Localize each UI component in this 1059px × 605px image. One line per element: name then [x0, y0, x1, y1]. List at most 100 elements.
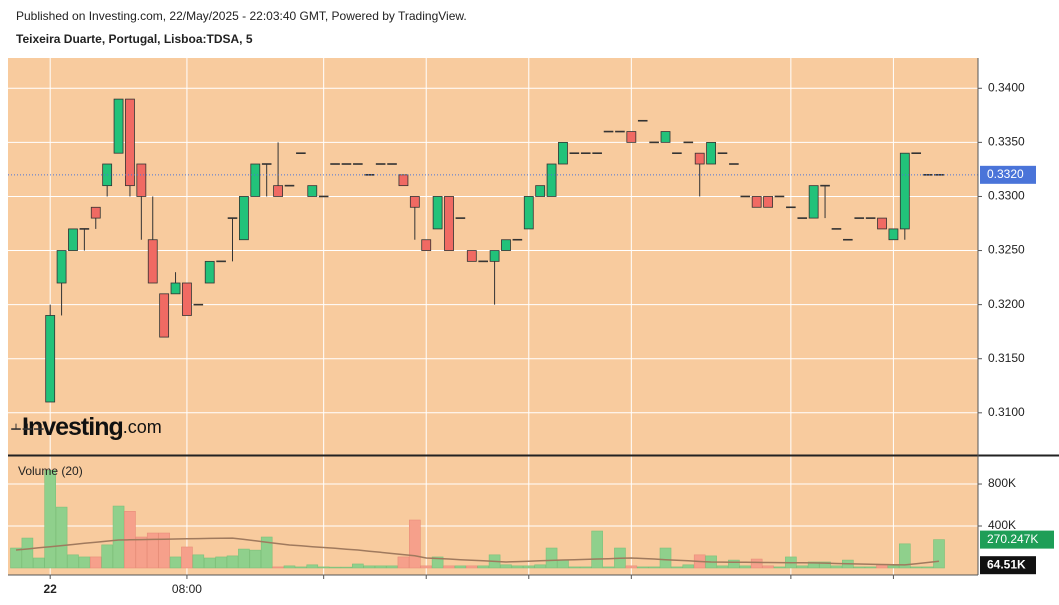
y-tick-label: 0.3300 [988, 189, 1025, 203]
volume-bar [602, 566, 615, 569]
volume-bar [534, 564, 546, 569]
volume-bar [306, 564, 319, 569]
candle-body [216, 260, 226, 263]
volume-bar [796, 565, 809, 569]
candle-body [239, 196, 249, 241]
volume-bar [409, 519, 421, 569]
x-tick-label: 22 [44, 582, 58, 596]
volume-bar [773, 566, 786, 569]
volume-bar [899, 543, 911, 569]
y-tick-label: 0.3350 [988, 135, 1025, 149]
candle-body [307, 185, 318, 197]
candle-body [159, 293, 170, 338]
volume-bar [431, 556, 444, 569]
candle-body [843, 238, 853, 241]
y-tick-label: 0.3200 [988, 297, 1025, 311]
candle-body [33, 428, 44, 430]
y-tick-label: 0.3100 [988, 405, 1025, 419]
candle-body [227, 217, 238, 219]
volume-bar [887, 565, 900, 569]
volume-bar [648, 566, 660, 569]
volume-bar [295, 566, 307, 569]
volume-bar [363, 565, 376, 569]
volume-bar [466, 565, 478, 569]
candle-body [11, 428, 21, 430]
volume-bar [819, 561, 831, 569]
candle-body [375, 163, 386, 165]
candle-body [489, 250, 500, 262]
candle-body [113, 98, 124, 154]
candle-body [911, 152, 922, 154]
candle-body [672, 152, 682, 154]
volume-bar [215, 556, 227, 569]
volume-bar [10, 547, 22, 569]
volume-bar [329, 566, 341, 569]
candle-body [740, 195, 751, 198]
candle-body [558, 141, 568, 165]
volume-bar [579, 566, 592, 569]
candle-body [444, 196, 454, 251]
volume-bar [933, 539, 945, 569]
ma-last-label: 64.51K [987, 557, 1026, 571]
y-tick-label: 0.3400 [988, 80, 1025, 94]
candle-body [820, 184, 830, 187]
candle-body [90, 206, 101, 219]
volume-bar [830, 565, 843, 569]
candle-body [364, 174, 375, 176]
candle-body [683, 141, 694, 144]
ma-last-box [980, 556, 1036, 575]
y-tick-label: 800K [988, 476, 1016, 490]
volume-bar [443, 565, 455, 569]
candle-body [250, 163, 261, 197]
volume-bar [659, 547, 672, 569]
volume-title: Volume (20) [18, 464, 83, 478]
candle-body [717, 152, 728, 154]
volume-bar [591, 530, 603, 569]
volume-bar [500, 564, 512, 569]
volume-bar [921, 566, 934, 569]
volume-bar [671, 566, 683, 569]
candle-body [421, 239, 432, 251]
volume-bar [762, 565, 774, 569]
volume-bar [386, 565, 398, 569]
watermark-main: Investing [22, 413, 123, 441]
candle-body [261, 163, 272, 165]
volume-bar [682, 564, 695, 569]
volume-bar [272, 566, 284, 569]
candle-body [535, 185, 546, 197]
candle-body [774, 195, 785, 198]
volume-bar [625, 565, 638, 569]
volume-bar [317, 566, 330, 569]
volume-bar [67, 554, 79, 569]
candle-body [341, 163, 352, 165]
volume-bar [21, 537, 34, 569]
candle-body [45, 315, 56, 403]
candle-body [136, 163, 147, 197]
candle-body [466, 250, 477, 262]
candle-body [808, 185, 819, 219]
candle-body [546, 163, 557, 197]
volume-bar [44, 470, 56, 569]
candle-body [330, 163, 340, 165]
volume-bar [477, 565, 489, 569]
watermark-suffix: .com [123, 417, 162, 437]
candle-body [877, 217, 887, 230]
candle-body [409, 196, 420, 208]
volume-bar [750, 558, 763, 569]
volume-bar [876, 564, 888, 569]
candle-body [432, 196, 443, 230]
candle-body [193, 303, 204, 306]
candle-body [318, 195, 329, 198]
candle-body [569, 152, 580, 154]
volume-bar [807, 561, 820, 569]
volume-bar [260, 536, 273, 569]
candle-body [603, 130, 614, 133]
volume-bar [340, 566, 353, 569]
volume-bar [853, 566, 866, 569]
chart-title: Teixeira Duarte, Portugal, Lisboa:TDSA, … [16, 32, 253, 46]
volume-bar [146, 532, 159, 569]
volume-bar [716, 565, 729, 569]
candle-body [501, 239, 511, 251]
